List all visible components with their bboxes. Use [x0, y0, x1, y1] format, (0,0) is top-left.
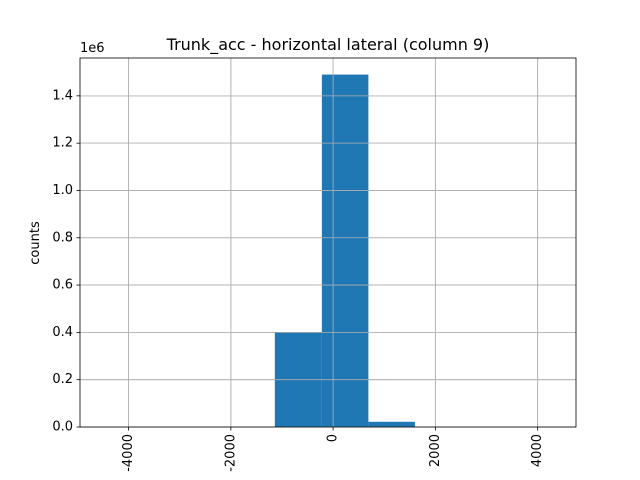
y-tick-label: 0.2: [52, 372, 73, 387]
y-axis-ticks: 0.0 0.2 0.4 0.6 0.8 1.0 1.2 1.4: [52, 88, 80, 435]
y-tick-label: 0.8: [52, 230, 73, 245]
histogram-bar: [368, 421, 415, 427]
x-tick-label: 0: [326, 434, 341, 442]
x-tick-label: 2000: [428, 434, 443, 467]
x-tick-label: 4000: [530, 434, 545, 467]
y-tick-label: 0.6: [52, 278, 73, 293]
axes-border: [79, 57, 577, 428]
x-axis-ticks: -4000 -2000 0 2000 4000: [121, 427, 545, 472]
y-tick-label: 0.0: [52, 420, 73, 435]
y-tick-label: 1.0: [52, 183, 73, 198]
histogram-bar: [321, 74, 369, 428]
grid-overlay: [80, 58, 576, 428]
y-axis-label: counts: [28, 221, 43, 265]
y-offset-text: 1e6: [80, 41, 105, 56]
x-tick-label: -2000: [223, 434, 238, 472]
y-tick-label: 0.4: [52, 325, 73, 340]
y-tick-label: 1.2: [52, 136, 73, 151]
axes-frame: [79, 57, 577, 428]
chart-title: Trunk_acc - horizontal lateral (column 9…: [166, 35, 490, 55]
x-tick-label: -4000: [121, 434, 136, 472]
y-tick-label: 1.4: [52, 88, 73, 103]
